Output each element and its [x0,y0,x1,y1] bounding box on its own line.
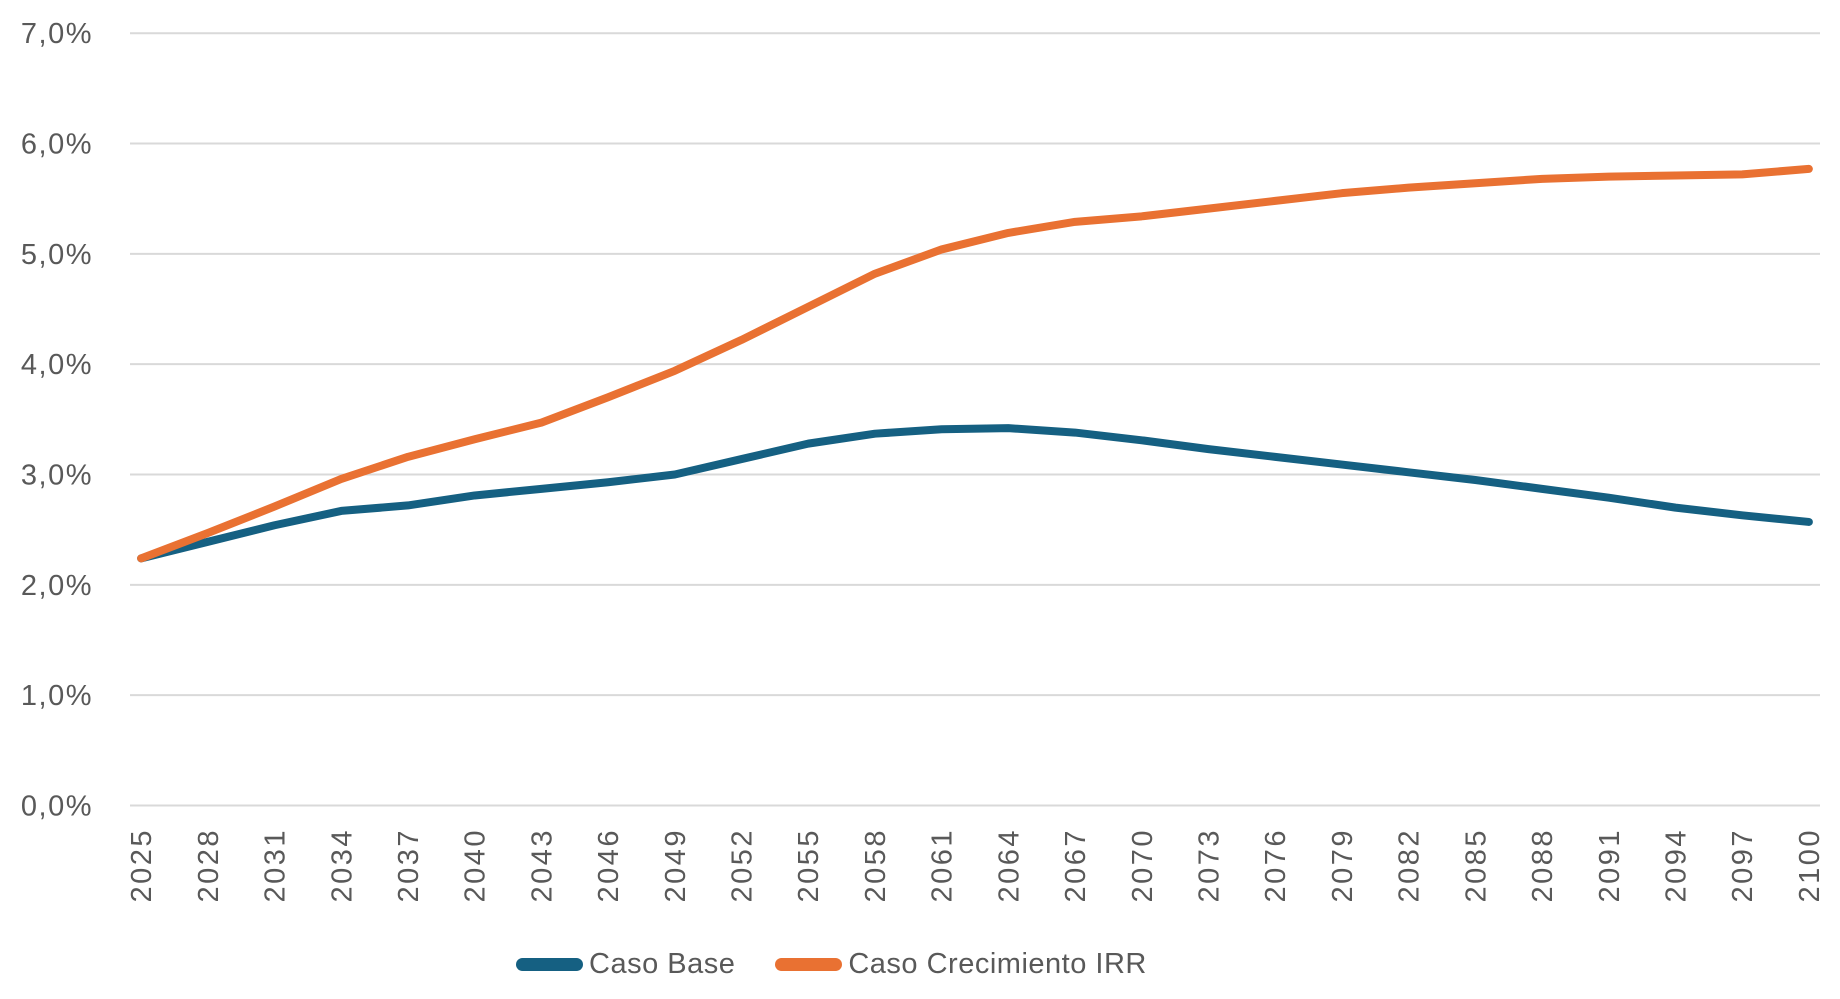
svg-text:2,0%: 2,0% [21,570,93,602]
svg-text:2025: 2025 [126,828,158,903]
svg-text:2067: 2067 [1060,828,1092,903]
svg-text:2064: 2064 [993,828,1025,903]
svg-text:2076: 2076 [1260,828,1292,903]
svg-text:2043: 2043 [526,828,558,903]
svg-text:2046: 2046 [593,828,625,903]
svg-text:6,0%: 6,0% [21,129,93,161]
svg-text:2085: 2085 [1460,828,1492,903]
svg-text:2070: 2070 [1127,828,1159,903]
series-lines [137,164,1813,563]
svg-text:2034: 2034 [326,828,358,903]
svg-text:2040: 2040 [460,828,492,903]
svg-text:2091: 2091 [1594,828,1626,903]
svg-text:2097: 2097 [1727,828,1759,903]
svg-text:2031: 2031 [260,828,292,903]
x-axis-labels: 2025 2028 2031 2034 2037 2040 2043 2046 2049 2052… [126,828,1826,903]
legend-item-caso-crecimiento-irr: Caso Crecimiento IRR [775,948,1146,981]
legend-label-caso-crecimiento-irr: Caso Crecimiento IRR [848,948,1147,980]
svg-text:2094: 2094 [1660,828,1692,903]
svg-text:2058: 2058 [860,828,892,903]
svg-text:2082: 2082 [1394,828,1426,903]
svg-text:5,0%: 5,0% [21,239,93,271]
gridlines [130,32,1820,807]
svg-text:4,0%: 4,0% [21,349,93,381]
svg-text:2073: 2073 [1193,828,1225,903]
chart-legend: Caso Base Caso Crecimiento IRR [516,948,1147,981]
svg-text:0,0%: 0,0% [21,791,93,823]
svg-text:2061: 2061 [927,828,959,903]
svg-text:2079: 2079 [1327,828,1359,903]
svg-text:2028: 2028 [193,828,225,903]
caso-crecimiento-irr-swatch-icon [775,958,843,971]
svg-text:1,0%: 1,0% [21,680,93,712]
svg-text:2088: 2088 [1527,828,1559,903]
svg-text:2037: 2037 [393,828,425,903]
legend-item-caso-base: Caso Base [516,948,735,981]
svg-text:2055: 2055 [793,828,825,903]
svg-text:2100: 2100 [1794,828,1826,903]
svg-text:7,0%: 7,0% [21,18,93,50]
svg-text:2049: 2049 [660,828,692,903]
svg-text:3,0%: 3,0% [21,460,93,492]
y-axis-labels: 0,0% 1,0% 2,0% 3,0% 4,0% 5,0% 6,0% 7,0% [21,18,93,823]
legend-label-caso-base: Caso Base [589,948,736,980]
caso-base-swatch-icon [516,958,583,971]
svg-text:2052: 2052 [727,828,759,903]
